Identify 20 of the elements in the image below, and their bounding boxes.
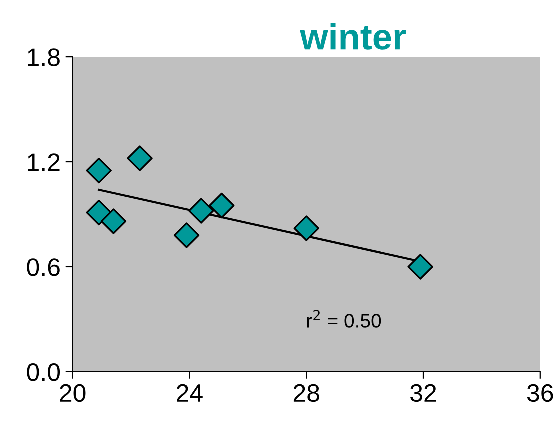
point bbox=[86, 158, 112, 184]
y-tick-label: 0.0 bbox=[27, 364, 60, 382]
point bbox=[408, 254, 434, 280]
point bbox=[86, 200, 112, 226]
chart-title: winter bbox=[300, 23, 406, 50]
y-tick-label: 1.2 bbox=[28, 154, 60, 172]
point bbox=[100, 208, 127, 234]
x-tick-label: 28 bbox=[294, 384, 320, 402]
x-tick-label: 20 bbox=[60, 384, 86, 402]
y-tick-label: 1.8 bbox=[28, 48, 60, 66]
point bbox=[208, 192, 235, 219]
x-tick-label: 24 bbox=[177, 384, 203, 402]
x-tick-label: 36 bbox=[527, 384, 554, 402]
x-tick-label: 32 bbox=[410, 384, 436, 402]
y-tick-label: 0.6 bbox=[27, 258, 60, 276]
point bbox=[294, 216, 320, 242]
point bbox=[127, 146, 153, 172]
annotation: r$^{2}$ = 0.50 bbox=[307, 310, 382, 328]
point bbox=[188, 198, 214, 224]
point bbox=[174, 222, 200, 248]
